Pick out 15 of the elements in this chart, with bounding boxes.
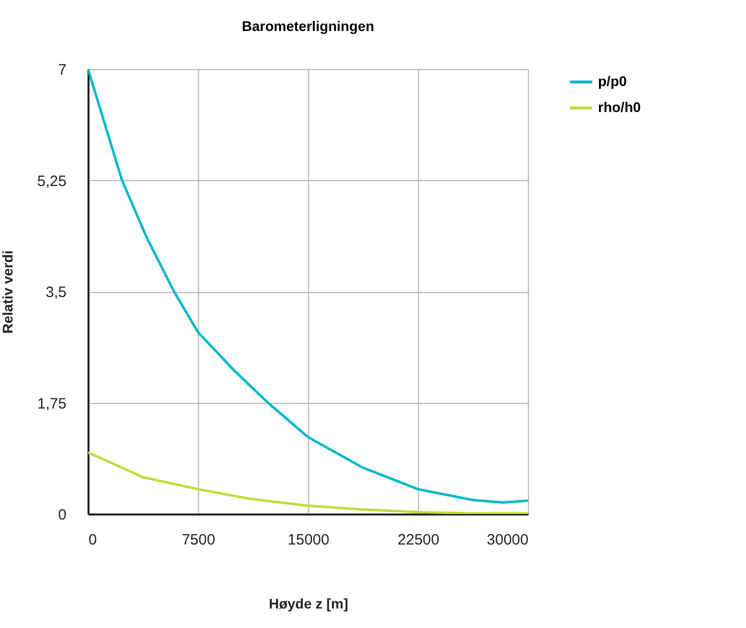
y-tick-label: 5,25 xyxy=(37,172,66,190)
y-tick-label: 3,5 xyxy=(46,284,66,301)
legend-label: p/p0 xyxy=(598,73,627,89)
x-tick-label: 22500 xyxy=(398,532,440,548)
chart-title: Barometerligningen xyxy=(242,18,374,34)
y-tick-label: 7 xyxy=(58,62,66,78)
x-tick-label: 30000 xyxy=(486,532,528,548)
x-tick-label: 0 xyxy=(88,532,97,548)
legend-label: rho/h0 xyxy=(598,99,641,115)
x-tick-label: 15000 xyxy=(288,532,330,548)
y-axis-title: Relativ verdi xyxy=(0,250,16,334)
x-axis-title: Høyde z [m] xyxy=(268,596,348,612)
y-tick-label: 1,75 xyxy=(37,395,66,412)
y-tick-label: 0 xyxy=(58,506,66,524)
x-tick-label: 7500 xyxy=(182,532,216,548)
